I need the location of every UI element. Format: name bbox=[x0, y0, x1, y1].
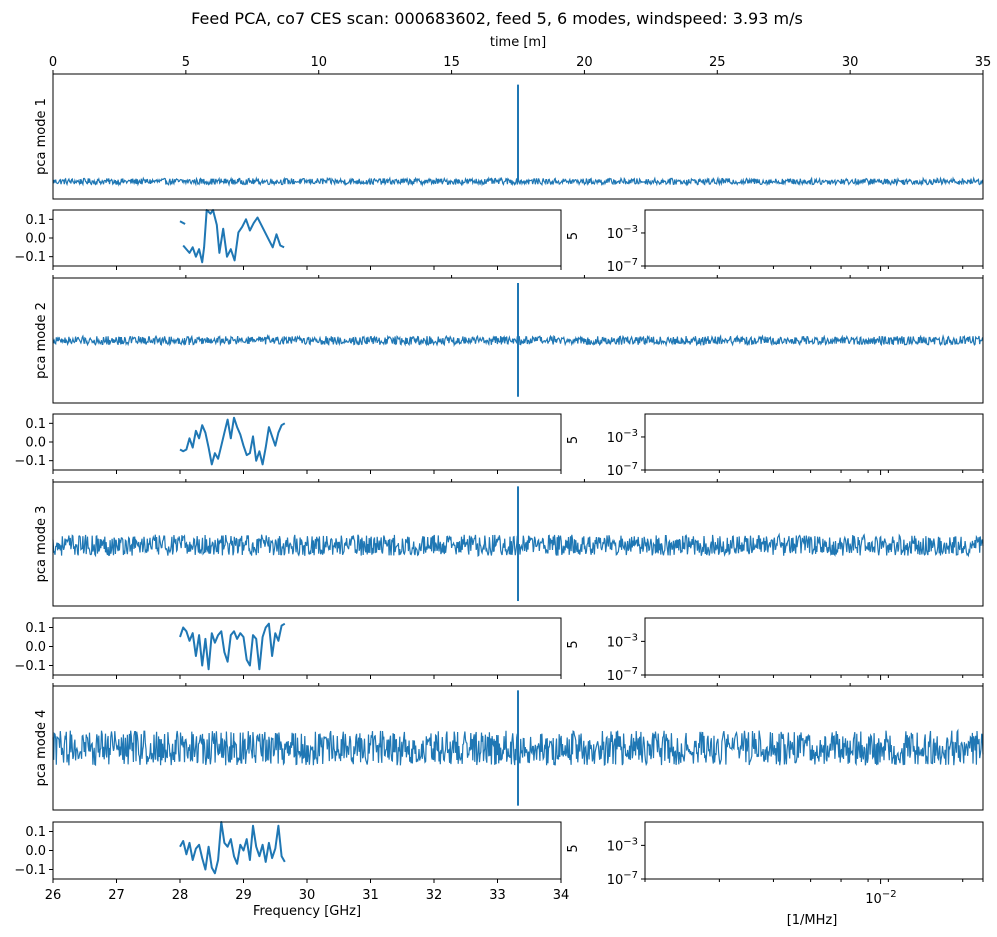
y-tick-label: 0.1 bbox=[25, 213, 46, 228]
x-axis-label: Frequency [GHz] bbox=[253, 904, 361, 919]
y-tick-label: 10−3 bbox=[607, 632, 638, 650]
plot-frame bbox=[52, 617, 562, 676]
figure-title: Feed PCA, co7 CES scan: 000683602, feed … bbox=[191, 9, 803, 28]
plot-frame bbox=[52, 821, 562, 880]
noise-trace bbox=[52, 176, 984, 187]
y-tick-label: −0.1 bbox=[14, 863, 46, 878]
y-tick-label: −0.1 bbox=[14, 454, 46, 469]
x-tick-label: 25 bbox=[709, 55, 726, 70]
plot-frame bbox=[644, 209, 984, 267]
y-tick-label: 10−7 bbox=[607, 870, 638, 888]
y-tick-label: 10−7 bbox=[607, 666, 638, 684]
plot-frame bbox=[52, 413, 562, 471]
y-axis-label: pca mode 4 bbox=[34, 710, 49, 787]
y-axis-label: 5 bbox=[566, 640, 581, 648]
y-tick-label: 0.0 bbox=[25, 844, 46, 859]
x-tick-label: 34 bbox=[553, 888, 570, 903]
x-axis-label: time [m] bbox=[490, 35, 546, 50]
x-tick-label: 15 bbox=[443, 55, 460, 70]
freq-trace bbox=[179, 821, 286, 875]
psd-panel-2: 5 10−3 10−7 bbox=[566, 413, 984, 479]
x-tick-label: 0 bbox=[49, 55, 57, 70]
y-tick-label: 0.1 bbox=[25, 825, 46, 840]
x-tick-label: 30 bbox=[842, 55, 859, 70]
x-tick-label: 30 bbox=[299, 888, 316, 903]
y-axis-label: pca mode 2 bbox=[34, 302, 49, 379]
x-tick-label: 10 bbox=[310, 55, 327, 70]
x-axis-label: [1/MHz] bbox=[787, 913, 838, 928]
y-tick-label: 0.1 bbox=[25, 621, 46, 636]
y-tick-label: 0.1 bbox=[25, 417, 46, 432]
x-tick-label: 26 bbox=[45, 888, 62, 903]
y-tick-label: 10−3 bbox=[607, 428, 638, 446]
freq-panel-2: 0.1 0.0 −0.1 bbox=[14, 413, 562, 474]
freq-panel-1: 0.1 0.0 −0.1 bbox=[14, 209, 562, 270]
y-tick-label: −0.1 bbox=[14, 250, 46, 265]
x-tick-label: 20 bbox=[576, 55, 593, 70]
plot-frame bbox=[52, 73, 984, 200]
plot-frame bbox=[644, 617, 984, 676]
x-tick-label: 33 bbox=[489, 888, 506, 903]
y-axis-label: 5 bbox=[566, 232, 581, 240]
y-tick-label: −0.1 bbox=[14, 659, 46, 674]
y-tick-label: 10−3 bbox=[607, 836, 638, 854]
y-tick-label: 0.0 bbox=[25, 232, 46, 247]
time-panel-1: pca mode 1 0 5 10 15 20 25 30 35 time [m] bbox=[34, 35, 992, 200]
x-tick-label: 27 bbox=[108, 888, 125, 903]
time-panel-4: pca mode 4 bbox=[34, 683, 984, 811]
x-tick-label: 5 bbox=[182, 55, 190, 70]
freq-trace bbox=[179, 622, 286, 671]
freq-panel-3: 0.1 0.0 −0.1 bbox=[14, 617, 562, 679]
psd-panel-1: 5 10−3 10−7 bbox=[566, 209, 984, 275]
x-tick-label: 29 bbox=[235, 888, 252, 903]
x-tick-label: 10−2 bbox=[865, 889, 896, 907]
x-tick-label: 32 bbox=[426, 888, 443, 903]
x-tick-label: 28 bbox=[172, 888, 189, 903]
psd-panel-3: 5 10−3 10−7 bbox=[566, 617, 984, 684]
plot-frame bbox=[52, 685, 984, 811]
y-axis-label: pca mode 1 bbox=[34, 98, 49, 175]
plot-frame bbox=[52, 277, 984, 404]
y-tick-label: 0.0 bbox=[25, 436, 46, 451]
y-tick-label: 10−7 bbox=[607, 257, 638, 275]
freq-trace bbox=[182, 209, 285, 264]
time-panel-2: pca mode 2 bbox=[34, 275, 984, 404]
freq-panel-4: 0.1 0.0 −0.1 26 27 28 29 30 31 32 33 34 Frequency [G… bbox=[14, 821, 570, 919]
x-tick-label: 35 bbox=[975, 55, 992, 70]
freq-trace bbox=[179, 220, 186, 225]
x-tick-label: 31 bbox=[362, 888, 379, 903]
y-axis-label: pca mode 3 bbox=[34, 506, 49, 583]
plot-frame bbox=[52, 209, 562, 267]
psd-panel-4: 5 10−3 10−7 10−2 [1/MHz] bbox=[566, 821, 984, 928]
y-axis-label: 5 bbox=[566, 844, 581, 852]
plot-frame bbox=[52, 481, 984, 607]
y-tick-label: 10−7 bbox=[607, 461, 638, 479]
freq-trace bbox=[179, 416, 286, 466]
plot-frame bbox=[644, 413, 984, 471]
y-axis-label: 5 bbox=[566, 436, 581, 444]
time-panel-3: pca mode 3 bbox=[34, 479, 984, 607]
plot-frame bbox=[644, 821, 984, 880]
y-tick-label: 10−3 bbox=[607, 224, 638, 242]
y-tick-label: 0.0 bbox=[25, 640, 46, 655]
